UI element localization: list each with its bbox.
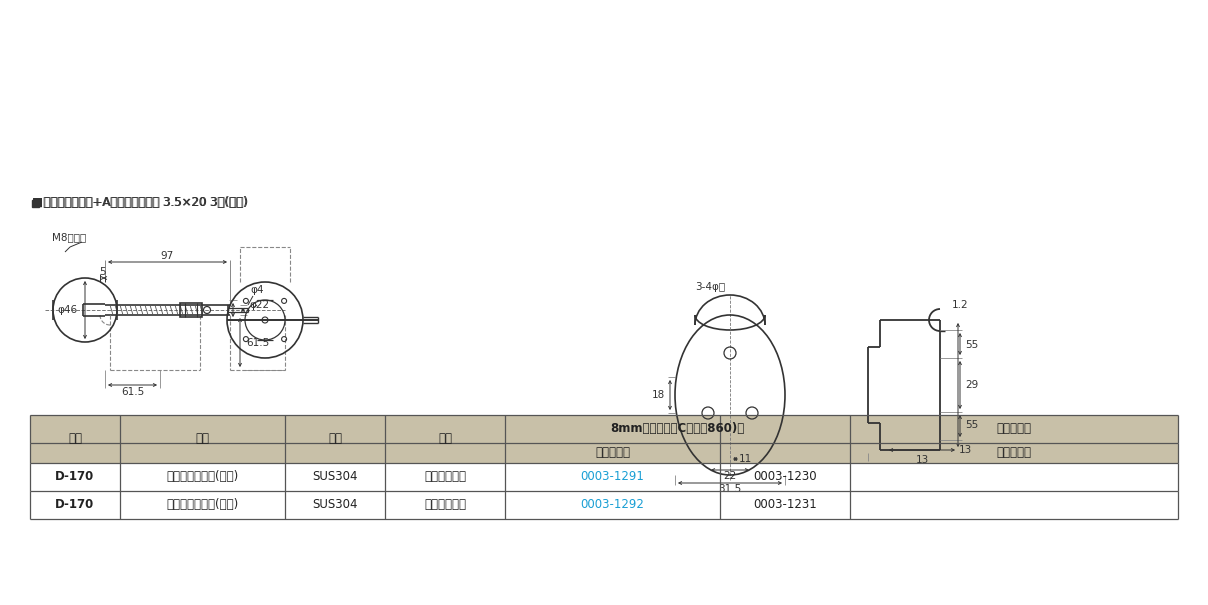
Text: SUS304: SUS304	[312, 499, 358, 511]
Text: ■付属品／ステン+Aナベタッピング 3.5×20 3本(受用): ■付属品／ステン+Aナベタッピング 3.5×20 3本(受用)	[31, 195, 248, 209]
Bar	[120, 443, 285, 463]
Bar	[30, 491, 120, 519]
Text: 仕様: 仕様	[196, 433, 209, 445]
Text: 仕上: 仕上	[439, 433, 452, 445]
Bar	[31, 200, 39, 207]
Text: 61.5: 61.5	[246, 338, 269, 347]
Text: 3-4φ穴: 3-4φ穴	[695, 282, 725, 292]
Bar	[385, 463, 505, 491]
Text: 巾木･床付兼用(床付): 巾木･床付兼用(床付)	[167, 499, 239, 511]
Text: 商品コード: 商品コード	[596, 446, 631, 460]
Bar	[120, 491, 285, 519]
Bar	[720, 443, 850, 463]
Text: 二重丸座付: 二重丸座付	[997, 422, 1032, 436]
Text: 1.2: 1.2	[952, 300, 969, 310]
Text: SUS304: SUS304	[312, 471, 358, 483]
Text: 0003-1292: 0003-1292	[581, 499, 644, 511]
Text: ヘアーライン: ヘアーライン	[424, 499, 466, 511]
Text: 13: 13	[916, 455, 929, 465]
Bar	[30, 463, 120, 491]
Bar	[180, 303, 202, 317]
Bar	[720, 463, 850, 491]
Bar	[850, 463, 1178, 491]
Bar	[285, 443, 385, 463]
Text: 61.5: 61.5	[121, 387, 145, 397]
Text: M8タップ: M8タップ	[52, 232, 86, 242]
Bar	[720, 415, 850, 443]
Bar	[720, 491, 850, 519]
Bar	[385, 443, 505, 463]
Bar	[285, 491, 385, 519]
Text: 18: 18	[651, 390, 664, 400]
Bar	[30, 415, 120, 443]
Text: 材質: 材質	[329, 433, 342, 445]
Text: 0003-1230: 0003-1230	[753, 471, 817, 483]
Text: φ4: φ4	[250, 285, 263, 295]
Text: 付属品／ステン+Aナベタッピング 3.5×20 3本(受用): 付属品／ステン+Aナベタッピング 3.5×20 3本(受用)	[43, 195, 249, 209]
Text: 55: 55	[965, 420, 978, 430]
Bar	[850, 443, 1178, 463]
Bar	[120, 415, 285, 443]
Text: 13: 13	[958, 445, 971, 455]
Text: 29: 29	[965, 380, 978, 390]
Bar	[285, 463, 385, 491]
Bar	[505, 443, 720, 463]
Bar	[850, 491, 1178, 519]
Bar	[285, 415, 385, 443]
Text: 55: 55	[965, 340, 978, 350]
Text: 97: 97	[161, 251, 174, 261]
Bar	[850, 415, 1178, 443]
Text: D-170: D-170	[56, 471, 94, 483]
Text: 5: 5	[99, 267, 105, 277]
Text: 31.5: 31.5	[719, 484, 742, 494]
Text: ヘアーライン: ヘアーライン	[424, 471, 466, 483]
Text: 0003-1231: 0003-1231	[753, 499, 817, 511]
Text: 巾木･床付兼用(巾木): 巾木･床付兼用(巾木)	[167, 471, 239, 483]
Text: 22: 22	[724, 471, 737, 481]
Bar	[385, 491, 505, 519]
Bar	[505, 463, 720, 491]
Bar	[505, 415, 720, 443]
Text: φ46: φ46	[57, 305, 77, 315]
Bar	[505, 491, 720, 519]
Text: 商品コード: 商品コード	[997, 446, 1032, 460]
Bar	[385, 415, 505, 443]
Text: D-170: D-170	[56, 499, 94, 511]
Text: 品番: 品番	[68, 433, 82, 445]
Text: 11: 11	[738, 454, 751, 464]
Bar	[120, 463, 285, 491]
Text: 8mmアンカー（Cタイプ860)付: 8mmアンカー（Cタイプ860)付	[610, 422, 744, 436]
Text: 0003-1291: 0003-1291	[581, 471, 644, 483]
Bar	[30, 443, 120, 463]
Text: φ22: φ22	[249, 300, 269, 310]
